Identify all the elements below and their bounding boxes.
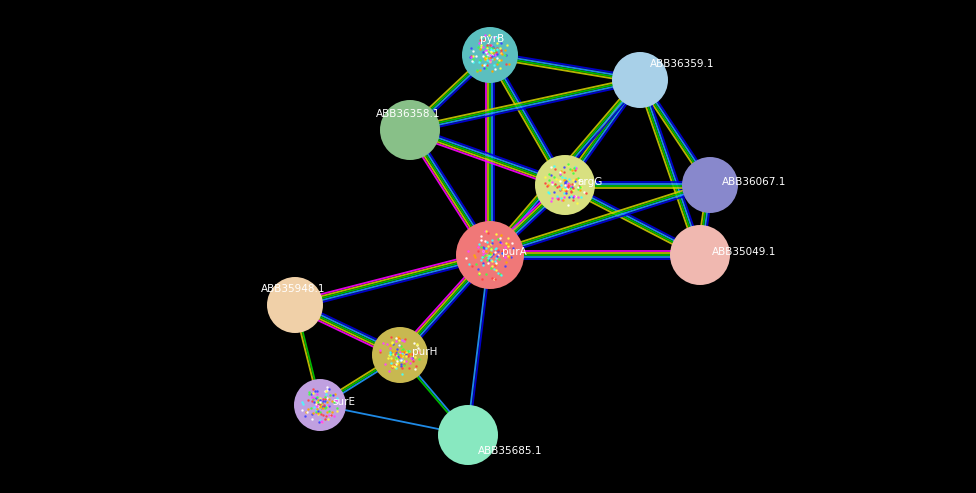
Circle shape [384,104,436,156]
Circle shape [267,277,323,333]
Text: ABB35685.1: ABB35685.1 [478,446,543,456]
Circle shape [376,330,425,380]
Circle shape [270,281,320,330]
Circle shape [460,225,520,285]
Circle shape [682,157,738,213]
Circle shape [462,27,518,83]
Text: ABB36358.1: ABB36358.1 [376,109,440,119]
Circle shape [294,379,346,431]
Text: purH: purH [412,347,437,357]
Circle shape [380,100,440,160]
Circle shape [535,155,595,215]
Text: ABB35049.1: ABB35049.1 [712,247,776,257]
Circle shape [539,159,591,211]
Circle shape [612,52,668,108]
Text: ABB36359.1: ABB36359.1 [650,59,714,69]
Circle shape [685,160,735,210]
Circle shape [670,225,730,285]
Circle shape [372,327,428,383]
Circle shape [466,31,514,80]
Circle shape [615,55,665,105]
Text: ABB36067.1: ABB36067.1 [722,177,787,187]
Text: ABB35948.1: ABB35948.1 [261,284,325,294]
Circle shape [456,221,524,289]
Circle shape [441,409,495,461]
Circle shape [438,405,498,465]
Circle shape [297,382,343,428]
Circle shape [673,229,726,282]
Text: surE: surE [332,397,355,407]
Text: purA: purA [502,247,527,257]
Text: pyrB: pyrB [480,34,505,44]
Text: argG: argG [577,177,602,187]
